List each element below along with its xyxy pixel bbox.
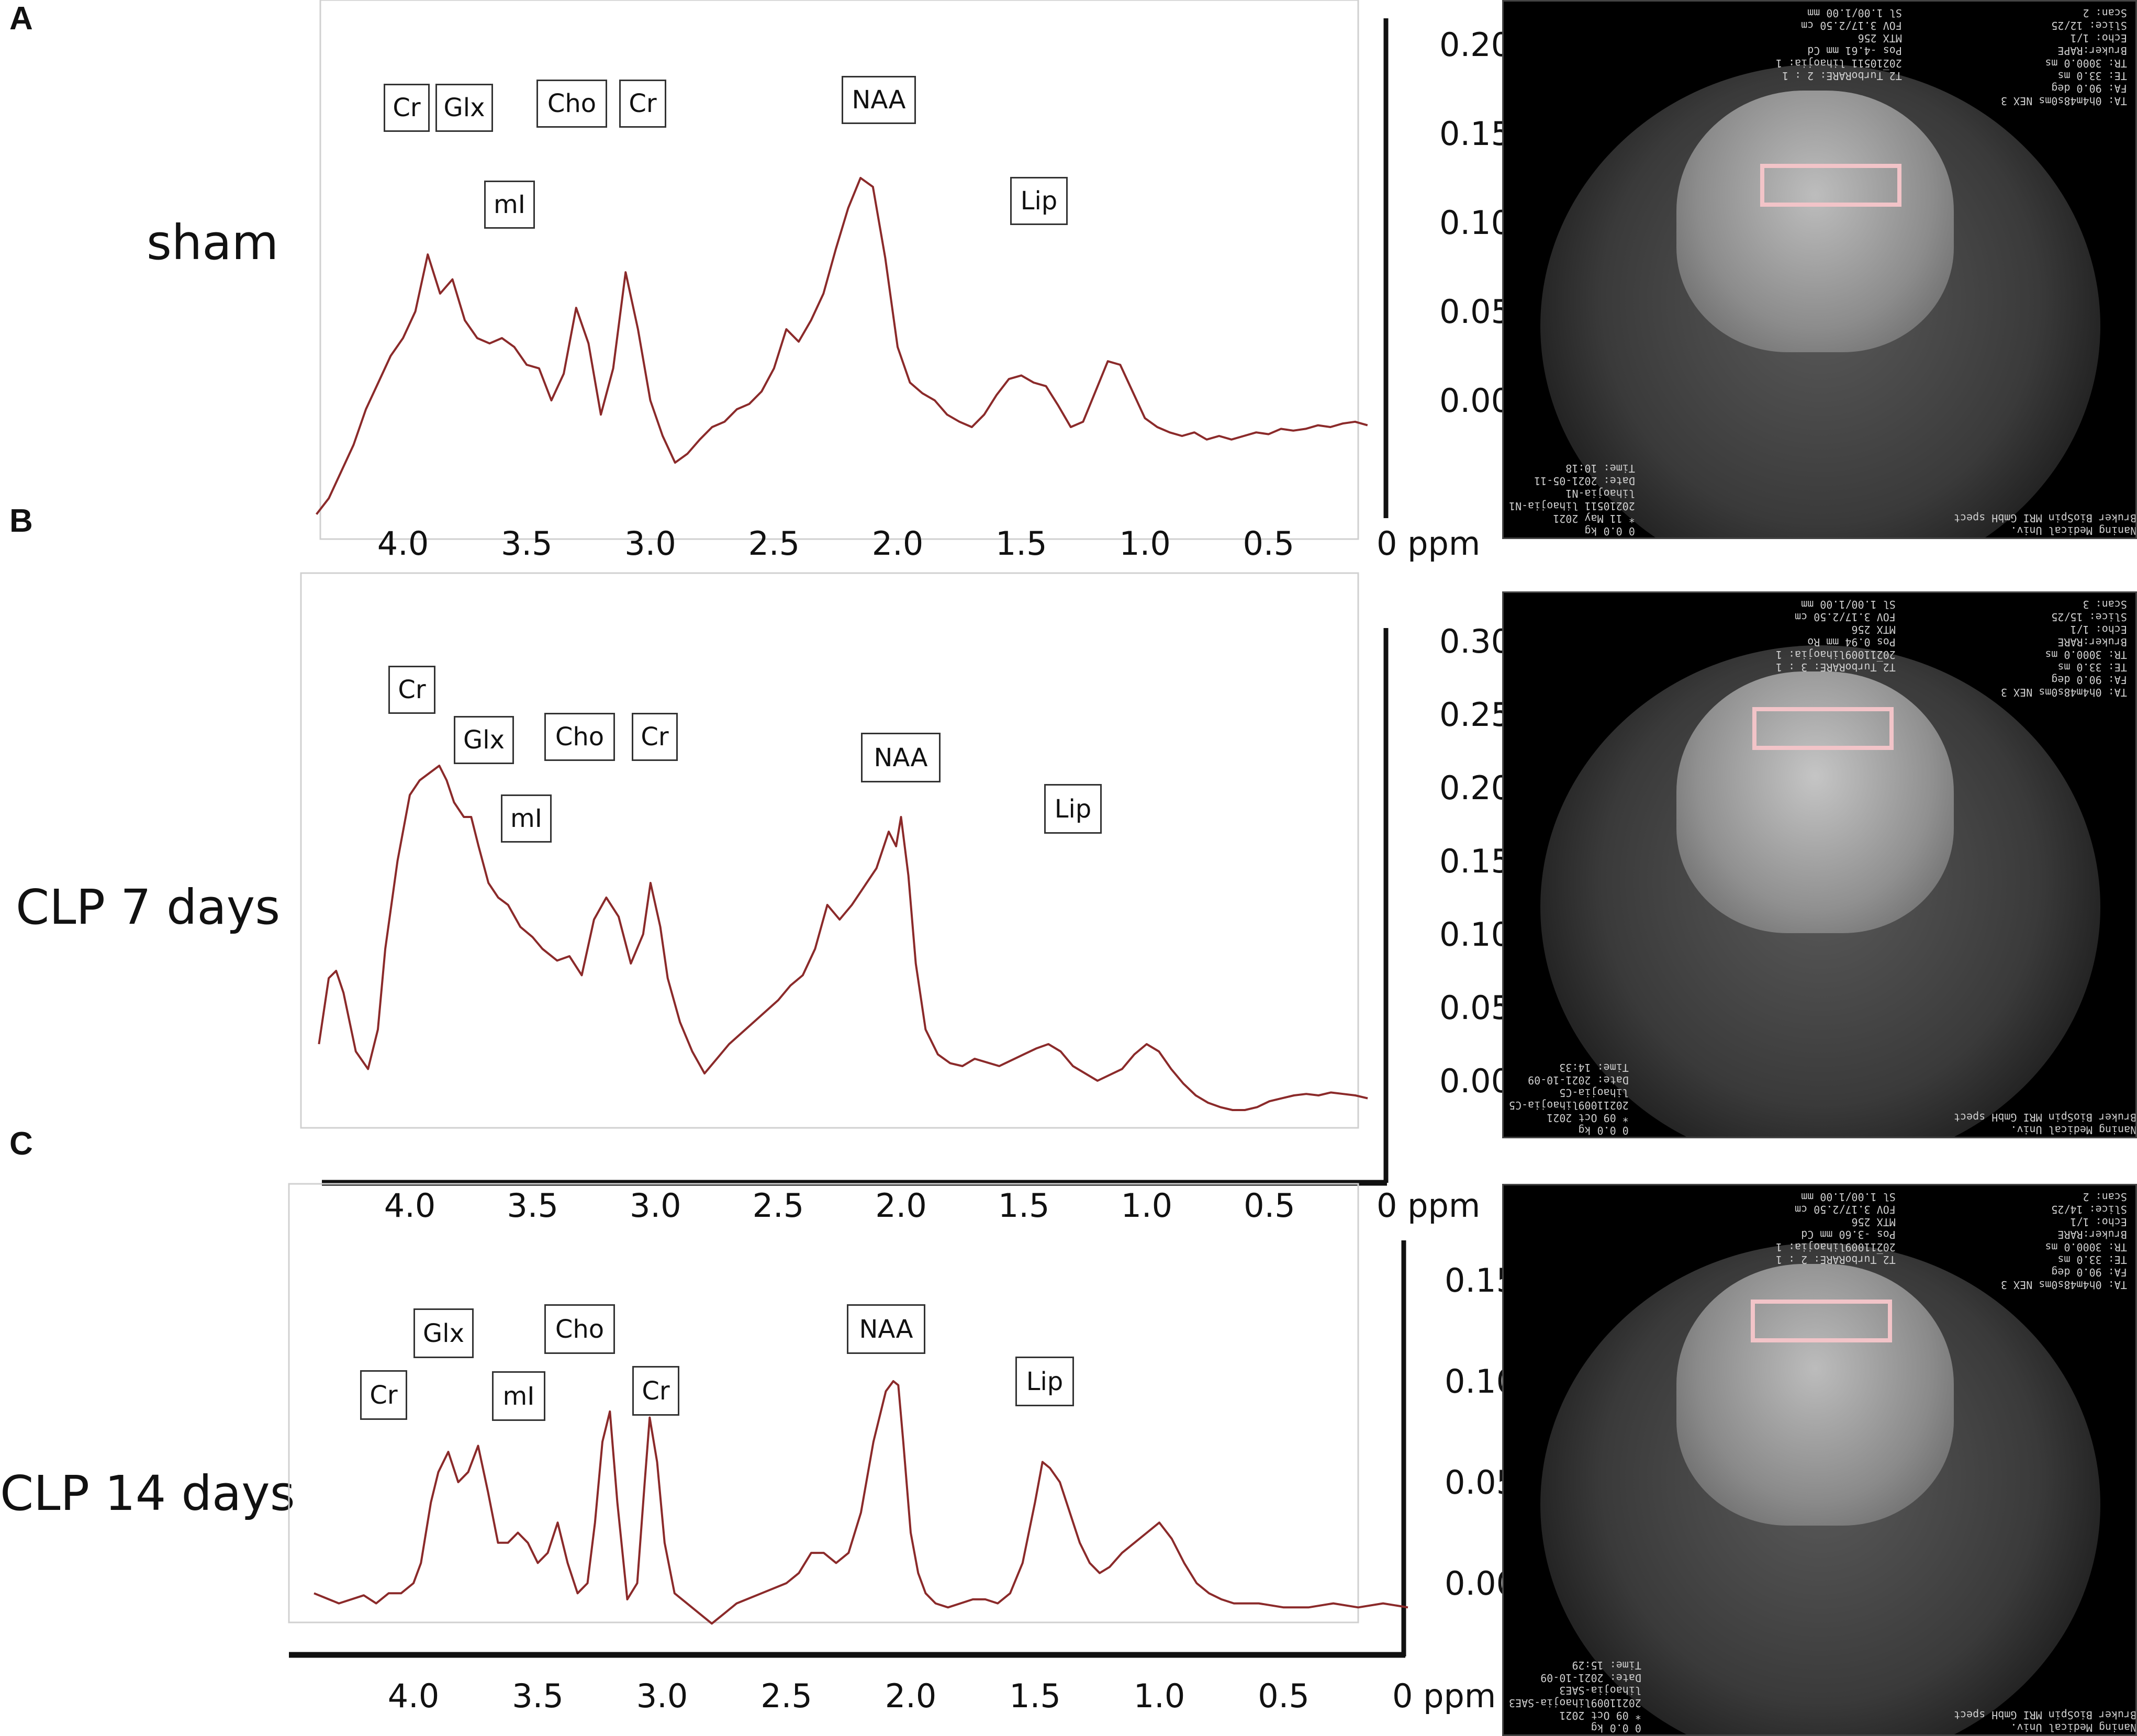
mri-overlay-top-right: T2_TurboRARE: 2 : 1 20211009lihaojia: 1 … [1776, 1191, 1896, 1266]
x-tick-label: 1.0 [1119, 524, 1171, 563]
x-tick-label: 0 ppm [1377, 1186, 1480, 1225]
x-tick-label: 3.5 [512, 1677, 564, 1715]
peak-label-cr: Cr [632, 1366, 679, 1416]
x-tick-label: 3.0 [636, 1677, 688, 1715]
mri-image-sham: TA: 0h4m48s0ms NEX 3 FA: 90.0 deg TE: 33… [1502, 0, 2137, 539]
x-tick-label: 3.5 [507, 1186, 558, 1225]
mri-image-clp7: TA: 0h4m48s0ms NEX 3 FA: 90.0 deg TE: 33… [1502, 591, 2137, 1138]
mri-overlay-bottom-right: 0 0.0 kg * 11 May 2021 20210511 lihaojia… [1509, 462, 1635, 537]
panel-letter-a: A [9, 1, 33, 37]
plot-frame [300, 572, 1359, 1129]
x-tick-label: 3.0 [624, 524, 676, 563]
y-tick-label: 0.00 [1439, 382, 1512, 420]
peak-label-cho: Cho [544, 1304, 615, 1354]
spectrum-line [318, 765, 1368, 1111]
peak-label-cr: Cr [360, 1370, 407, 1420]
chart-panel-0: 0.20 0.15 0.10 0.05 0.00 4.0 3.5 3.0 2.5 2.0 1.5 1.… [316, 0, 1512, 563]
peak-label-cho: Cho [536, 80, 607, 128]
x-tick-label: 3.5 [501, 524, 553, 563]
panel-letter-c: C [9, 1126, 33, 1162]
mri-overlay-bottom-left: Naning Medical Univ. Bruker BioSpin MRI … [1954, 1111, 2137, 1136]
x-tick-label: 4.0 [384, 1186, 436, 1225]
y-tick-label: 0.10 [1439, 204, 1512, 242]
peak-label-cr: Cr [619, 80, 666, 128]
x-tick-label: 2.0 [875, 1186, 927, 1225]
chart-panel-1: 0.30 0.25 0.20 0.15 0.10 0.05 0.00 4.0 3.5 3.0 2.5… [300, 572, 1512, 1225]
peak-label-naa: NAA [842, 76, 916, 124]
x-tick-label: 0 ppm [1377, 524, 1480, 563]
peak-label-glx: Glx [454, 716, 514, 764]
x-tick-label: 2.5 [753, 1186, 804, 1225]
mri-overlay-top-left: TA: 0h4m48s0ms NEX 3 FA: 90.0 deg TE: 33… [2001, 598, 2127, 699]
mri-overlay-bottom-left: Naning Medical Univ. Bruker BioSpin MRI … [1954, 512, 2137, 537]
roi-box [1751, 1300, 1892, 1342]
x-tick-label: 2.0 [872, 524, 924, 563]
panel-letter-b: B [9, 503, 33, 539]
peak-label-naa: NAA [847, 1304, 925, 1354]
mri-overlay-bottom-right: 0 0.0 kg * 09 Oct 2021 20211009lihaojia-… [1509, 1659, 1641, 1734]
mri-overlay-top-right: T2_TurboRARE: 3 : 1 20211009lihaojia: 1 … [1776, 598, 1896, 674]
x-tick-label: 1.0 [1121, 1186, 1172, 1225]
x-tick-label: 2.0 [885, 1677, 937, 1715]
x-tick-label: 3.0 [630, 1186, 681, 1225]
mri-image-clp14: TA: 0h4m48s0ms NEX 3 FA: 90.0 deg TE: 33… [1502, 1184, 2137, 1736]
plot-frame [319, 0, 1359, 540]
x-tick-label: 2.5 [760, 1677, 812, 1715]
x-tick-label: 1.0 [1134, 1677, 1185, 1715]
y-tick-label: 0.15 [1439, 842, 1512, 880]
peak-label-cr: Cr [632, 713, 678, 761]
peak-label-cr: Cr [388, 666, 435, 714]
y-tick-label: 0.05 [1439, 989, 1512, 1027]
group-label-sham: sham [147, 215, 279, 271]
peak-label-cho: Cho [544, 713, 615, 761]
mri-overlay-bottom-right: 0 0.0 kg * 09 Oct 2021 20211009lihaojia-… [1509, 1061, 1629, 1137]
roi-box [1752, 707, 1894, 750]
brain-region [1676, 671, 1954, 933]
y-tick-label: 0.00 [1439, 1062, 1512, 1100]
peak-label-glx: Glx [435, 84, 493, 132]
peak-label-naa: NAA [861, 733, 941, 782]
mri-overlay-top-left: TA: 0h4m48s0ms NEX 3 FA: 90.0 deg TE: 33… [2001, 7, 2127, 107]
brain-region [1676, 91, 1954, 352]
brain-region [1676, 1264, 1954, 1526]
mri-overlay-top-left: TA: 0h4m48s0ms NEX 3 FA: 90.0 deg TE: 33… [2001, 1191, 2127, 1291]
y-tick-label: 0.15 [1439, 115, 1512, 153]
x-tick-label: 1.5 [995, 524, 1047, 563]
x-tick-label: 0.5 [1243, 524, 1294, 563]
mri-overlay-bottom-left: Naning Medical Univ. Bruker BioSpin MRI … [1954, 1709, 2137, 1734]
peak-label-mi: mI [484, 181, 535, 229]
x-tick-label: 0.5 [1258, 1677, 1310, 1715]
peak-label-glx: Glx [413, 1308, 474, 1358]
y-tick-label: 0.20 [1439, 26, 1512, 64]
group-label-clp14: CLP 14 days [0, 1465, 295, 1521]
y-tick-label: 0.30 [1439, 622, 1512, 660]
x-tick-label: 4.0 [377, 524, 429, 563]
peak-label-cr: Cr [384, 84, 430, 132]
spectrum-line [316, 177, 1368, 515]
x-tick-label: 0.5 [1244, 1186, 1295, 1225]
x-tick-label: 1.5 [1009, 1677, 1061, 1715]
peak-label-lip: Lip [1044, 784, 1102, 834]
mri-overlay-top-right: T2_TurboRARE: 2 : 1 20210511 lihaojia: 1… [1776, 7, 1902, 82]
group-label-clp7: CLP 7 days [16, 879, 281, 935]
x-tick-label: 0 ppm [1392, 1677, 1496, 1715]
roi-box [1760, 164, 1901, 207]
spectrum-line [314, 1380, 1408, 1625]
peak-label-lip: Lip [1010, 177, 1068, 225]
peak-label-mi: mI [492, 1371, 545, 1421]
x-tick-label: 1.5 [998, 1186, 1050, 1225]
y-tick-label: 0.05 [1439, 293, 1512, 331]
x-tick-label: 2.5 [748, 524, 800, 563]
peak-label-mi: mI [501, 794, 552, 843]
y-tick-label: 0.20 [1439, 769, 1512, 807]
plot-frame [288, 1183, 1359, 1623]
x-tick-label: 4.0 [388, 1677, 440, 1715]
y-tick-label: 0.10 [1439, 915, 1512, 954]
y-tick-label: 0.25 [1439, 696, 1512, 734]
peak-label-lip: Lip [1015, 1357, 1074, 1406]
chart-panel-2: 0.150.100.050.004.0 3.5 3.0 2.5 2.0 1.5 1.0 0.5… [288, 1183, 1517, 1715]
